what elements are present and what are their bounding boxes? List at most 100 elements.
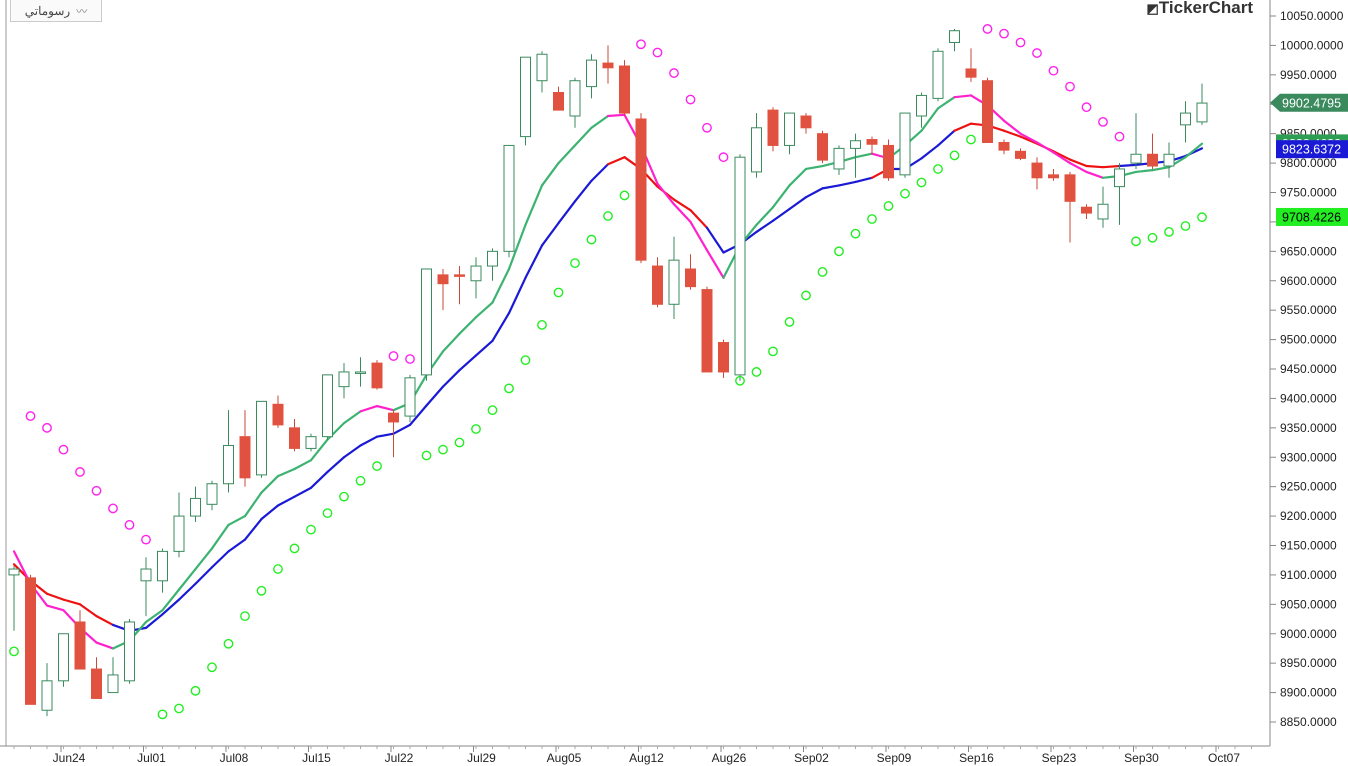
candle-body-down[interactable]	[685, 268, 696, 288]
candle-body-down[interactable]	[239, 436, 251, 479]
slow-ma-segment	[771, 207, 791, 222]
slow-ma-segment	[392, 423, 412, 435]
candle-body-down[interactable]	[553, 91, 564, 111]
candle-body-up[interactable]	[140, 568, 152, 582]
candle-body-up[interactable]	[784, 112, 795, 146]
candle-body-down[interactable]	[437, 274, 449, 285]
time-label: Sep16	[959, 751, 994, 765]
candle-body-up[interactable]	[41, 680, 53, 711]
fast-ma-segment	[1085, 170, 1105, 179]
candle-body-down[interactable]	[289, 427, 300, 449]
candle-body-down[interactable]	[1048, 174, 1059, 179]
sar-dot-bearish	[42, 422, 52, 433]
candle-body-up[interactable]	[487, 250, 498, 267]
candle-body-up[interactable]	[404, 377, 416, 417]
candle-body-down[interactable]	[652, 265, 663, 305]
candle-body-up[interactable]	[833, 147, 845, 170]
candle-body-up[interactable]	[1196, 102, 1208, 123]
candle-body-down[interactable]	[1081, 206, 1092, 214]
price-label: 9000.0000	[1280, 627, 1337, 641]
candle-body-up[interactable]	[1180, 112, 1191, 126]
candle-body-up[interactable]	[949, 30, 960, 43]
candle-body-up[interactable]	[157, 550, 168, 582]
candle-body-down[interactable]	[602, 62, 614, 69]
candle-body-up[interactable]	[751, 127, 762, 173]
fast-ma-segment	[342, 410, 362, 425]
candle-body-down[interactable]	[91, 668, 102, 699]
candlesticks[interactable]	[8, 28, 1208, 717]
candle-body-up[interactable]	[470, 265, 482, 282]
candle-body-down[interactable]	[866, 139, 878, 145]
candle-body-up[interactable]	[916, 94, 927, 117]
slow-ma-segment	[45, 592, 65, 601]
candle-body-up[interactable]	[586, 59, 597, 88]
slow-ma-segment	[276, 495, 296, 507]
candle-body-down[interactable]	[965, 68, 977, 78]
candle-body-down[interactable]	[883, 144, 894, 179]
candle-body-down[interactable]	[982, 80, 993, 143]
candle-body-down[interactable]	[1064, 174, 1076, 202]
fast-ma-segment	[953, 94, 973, 99]
candle-body-up[interactable]	[256, 400, 267, 476]
candle-body-up[interactable]	[899, 112, 911, 176]
my-drawings-button[interactable]: رسوماتي 〰	[10, 0, 102, 22]
candle-body-down[interactable]	[388, 412, 399, 423]
candle-body-down[interactable]	[25, 577, 36, 705]
candle-body-down[interactable]	[701, 289, 713, 373]
candle-body-up[interactable]	[58, 633, 69, 682]
candle-body-down[interactable]	[1031, 162, 1043, 179]
time-label: Aug05	[547, 751, 582, 765]
candle-body-up[interactable]	[932, 50, 944, 99]
candle-body-up[interactable]	[305, 436, 317, 449]
candle-body-down[interactable]	[454, 274, 465, 277]
candle-body-down[interactable]	[371, 362, 383, 389]
candle-body-up[interactable]	[503, 144, 515, 252]
slow-ma-segment	[474, 339, 494, 357]
candle-body-down[interactable]	[817, 133, 828, 161]
candle-body-down[interactable]	[635, 118, 647, 261]
candle-body-up[interactable]	[520, 56, 531, 138]
slow-ma-segment	[458, 354, 478, 372]
candle-body-up[interactable]	[734, 156, 746, 376]
candle-body-up[interactable]	[107, 674, 119, 694]
candle-body-up[interactable]	[206, 483, 218, 505]
sar-dot-bullish	[735, 375, 745, 386]
candle-body-up[interactable]	[1163, 153, 1175, 167]
candle-body-up[interactable]	[124, 621, 135, 682]
candle-body-down[interactable]	[718, 342, 729, 373]
candle-body-down[interactable]	[1147, 153, 1158, 167]
candle-body-up[interactable]	[190, 497, 201, 517]
time-axis[interactable]: Jun24 Jul01 Jul08 Jul15 Jul22 Jul29 Aug05 Aug12…	[13, 746, 1252, 765]
candle-body-down[interactable]	[272, 403, 284, 426]
price-label: 10050.0000	[1280, 9, 1344, 23]
candle-body-up[interactable]	[322, 374, 333, 438]
candle-body-up[interactable]	[223, 444, 234, 485]
candle-body-up[interactable]	[569, 80, 581, 117]
sar-dot-bearish	[652, 47, 663, 58]
fast-ma-segment	[144, 609, 164, 624]
fast-ma-segment	[540, 161, 560, 187]
candle-body-up[interactable]	[421, 268, 432, 376]
candle-body-up[interactable]	[1097, 203, 1109, 220]
candle-body-down[interactable]	[800, 115, 812, 129]
candle-body-up[interactable]	[173, 515, 185, 552]
candle-body-down[interactable]	[619, 65, 630, 114]
candle-body-up[interactable]	[1114, 168, 1125, 188]
candle-body-up[interactable]	[8, 568, 20, 576]
fast-ma-segment	[309, 438, 329, 462]
candle-body-up[interactable]	[536, 53, 548, 82]
slow-ma-segment	[309, 470, 329, 489]
slow-ma-segment	[821, 184, 841, 190]
candle-body-down[interactable]	[74, 621, 86, 670]
candle-body-down[interactable]	[767, 109, 779, 146]
candle-body-up[interactable]	[1130, 153, 1142, 164]
candle-body-up[interactable]	[850, 140, 861, 149]
time-label: Jul01	[137, 751, 166, 765]
candle-body-up[interactable]	[338, 371, 350, 388]
candle-body-down[interactable]	[1015, 150, 1026, 159]
slow-ma-segment	[672, 198, 692, 212]
candle-body-down[interactable]	[998, 141, 1010, 151]
candle-body-up[interactable]	[668, 259, 680, 305]
candle-body-up[interactable]	[355, 371, 366, 374]
